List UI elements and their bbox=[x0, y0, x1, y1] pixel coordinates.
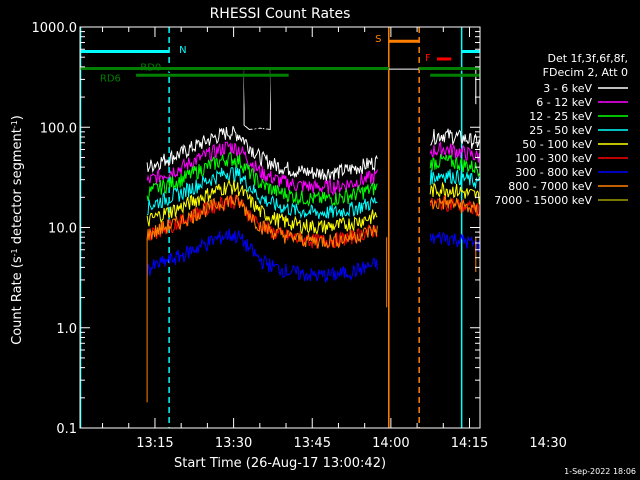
legend-entry-label: 100 - 300 keV bbox=[515, 152, 592, 165]
flag-label: F bbox=[425, 53, 431, 64]
series-line-3 bbox=[429, 169, 480, 189]
y-tick-label: 1000.0 bbox=[32, 21, 78, 36]
x-axis-title: Start Time (26-Aug-17 13:00:42) bbox=[174, 456, 386, 471]
series-line-7 bbox=[146, 194, 378, 249]
flag-label: RD6 bbox=[100, 73, 121, 84]
legend-entry-label: 50 - 100 keV bbox=[522, 138, 592, 151]
legend-entry-label: 800 - 7000 keV bbox=[508, 180, 592, 193]
series-line-0 bbox=[430, 128, 480, 149]
x-tick-label: 14:15 bbox=[451, 436, 488, 451]
flag-label: S bbox=[375, 34, 381, 45]
plot-clip-group: N S F RD0 RD6 bbox=[80, 27, 480, 428]
series-line-4 bbox=[146, 178, 378, 236]
y-axis-title-part: -1 bbox=[10, 248, 19, 256]
timestamp: 1-Sep-2022 18:06 bbox=[564, 467, 636, 476]
series-line-4 bbox=[429, 181, 480, 205]
y-tick-label: 1.0 bbox=[56, 322, 77, 337]
legend-entry-label: 3 - 6 keV bbox=[543, 82, 592, 95]
legend-header: FDecim 2, Att 0 bbox=[543, 66, 628, 79]
legend: Det 1f,3f,6f,8f,FDecim 2, Att 0 3 - 6 keV… bbox=[494, 52, 628, 207]
legend-entry-label: 12 - 25 keV bbox=[529, 110, 592, 123]
y-axis: 0.1 1.0 10.0 100.0 1000.0 bbox=[32, 21, 480, 437]
plot-area: N S F RD0 RD6 bbox=[80, 27, 480, 428]
legend-entry-label: 7000 - 15000 keV bbox=[494, 194, 592, 207]
x-tick-label: 13:45 bbox=[294, 436, 331, 451]
y-tick-label: 100.0 bbox=[40, 121, 77, 136]
y-axis-title-part: ) bbox=[10, 115, 25, 120]
series-line-6 bbox=[429, 231, 480, 252]
chart-title: RHESSI Count Rates bbox=[210, 6, 351, 22]
series-line-3 bbox=[146, 166, 378, 220]
y-tick-label: 10.0 bbox=[48, 222, 77, 237]
y-axis-title-part: Count Rate (s bbox=[10, 256, 25, 345]
series-line-6 bbox=[146, 228, 378, 283]
series-line-1 bbox=[429, 141, 480, 163]
y-tick-label: 0.1 bbox=[56, 422, 77, 437]
y-axis-title-part: -1 bbox=[10, 120, 19, 128]
series-line-7 bbox=[429, 195, 480, 217]
x-tick-label: 14:00 bbox=[372, 436, 409, 451]
flag-label: RD0 bbox=[140, 62, 161, 73]
series-line-2 bbox=[146, 151, 378, 207]
x-tick-label: 13:15 bbox=[136, 436, 173, 451]
legend-header: Det 1f,3f,6f,8f, bbox=[547, 52, 628, 65]
legend-entry-label: 6 - 12 keV bbox=[536, 96, 592, 109]
y-axis-title: Count Rate (s-1 detector segment-1) bbox=[10, 115, 26, 345]
x-tick-label: 13:30 bbox=[215, 436, 252, 451]
x-axis: 13:15 13:30 13:45 14:00 14:15 14:30 bbox=[102, 27, 567, 451]
x-tick-label: 14:30 bbox=[529, 436, 566, 451]
legend-entry-label: 300 - 800 keV bbox=[515, 166, 592, 179]
series-line-0 bbox=[146, 126, 378, 181]
y-axis-title-part: detector segment bbox=[10, 128, 25, 248]
legend-entry-label: 25 - 50 keV bbox=[529, 124, 592, 137]
series-line-2 bbox=[429, 153, 480, 177]
series-line-1 bbox=[146, 141, 378, 197]
flag-label: N bbox=[179, 45, 186, 56]
